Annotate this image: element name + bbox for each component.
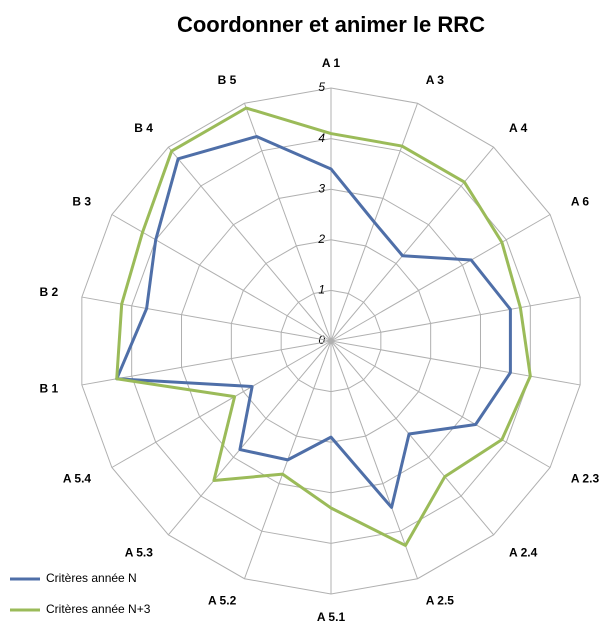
legend-label: Critères année N <box>46 571 137 585</box>
category-label: A 2.4 <box>509 545 538 559</box>
series-line <box>115 106 532 547</box>
category-label: A 1 <box>322 56 341 70</box>
chart-title: Coordonner et animer le RRC <box>177 12 485 37</box>
r-tick-label: 2 <box>317 232 325 246</box>
spoke <box>81 296 332 342</box>
category-label: B 5 <box>218 73 237 87</box>
category-label: A 3 <box>426 73 445 87</box>
spoke <box>330 214 551 342</box>
spoke <box>330 340 551 468</box>
category-label: B 2 <box>40 285 59 299</box>
category-label: A 6 <box>571 195 590 209</box>
category-label: A 5.4 <box>63 472 92 486</box>
category-label: A 5.1 <box>317 610 346 624</box>
category-label: B 4 <box>134 121 153 135</box>
spoke <box>111 340 332 468</box>
category-label: A 4 <box>509 121 528 135</box>
category-label: B 1 <box>40 381 59 395</box>
spoke <box>330 296 581 342</box>
spoke <box>330 146 495 342</box>
spoke <box>330 340 495 536</box>
r-tick-label: 4 <box>318 131 325 145</box>
spoke <box>330 340 581 386</box>
category-label: A 5.2 <box>208 593 237 607</box>
r-tick-label: 5 <box>318 80 325 94</box>
spoke <box>330 340 419 579</box>
series-line <box>115 135 512 509</box>
spoke <box>167 146 332 342</box>
legend-label: Critères année N+3 <box>46 602 151 616</box>
spoke <box>81 340 332 386</box>
r-tick-label: 3 <box>318 181 325 195</box>
r-tick-label: 1 <box>318 283 325 297</box>
spoke <box>111 214 332 342</box>
spoke <box>167 340 332 536</box>
category-label: B 3 <box>72 195 91 209</box>
r-tick-label: 0 <box>318 333 325 347</box>
category-label: A 2.3 <box>571 472 599 486</box>
category-label: A 5.3 <box>125 545 154 559</box>
category-label: A 2.5 <box>426 593 455 607</box>
spoke <box>243 103 332 342</box>
